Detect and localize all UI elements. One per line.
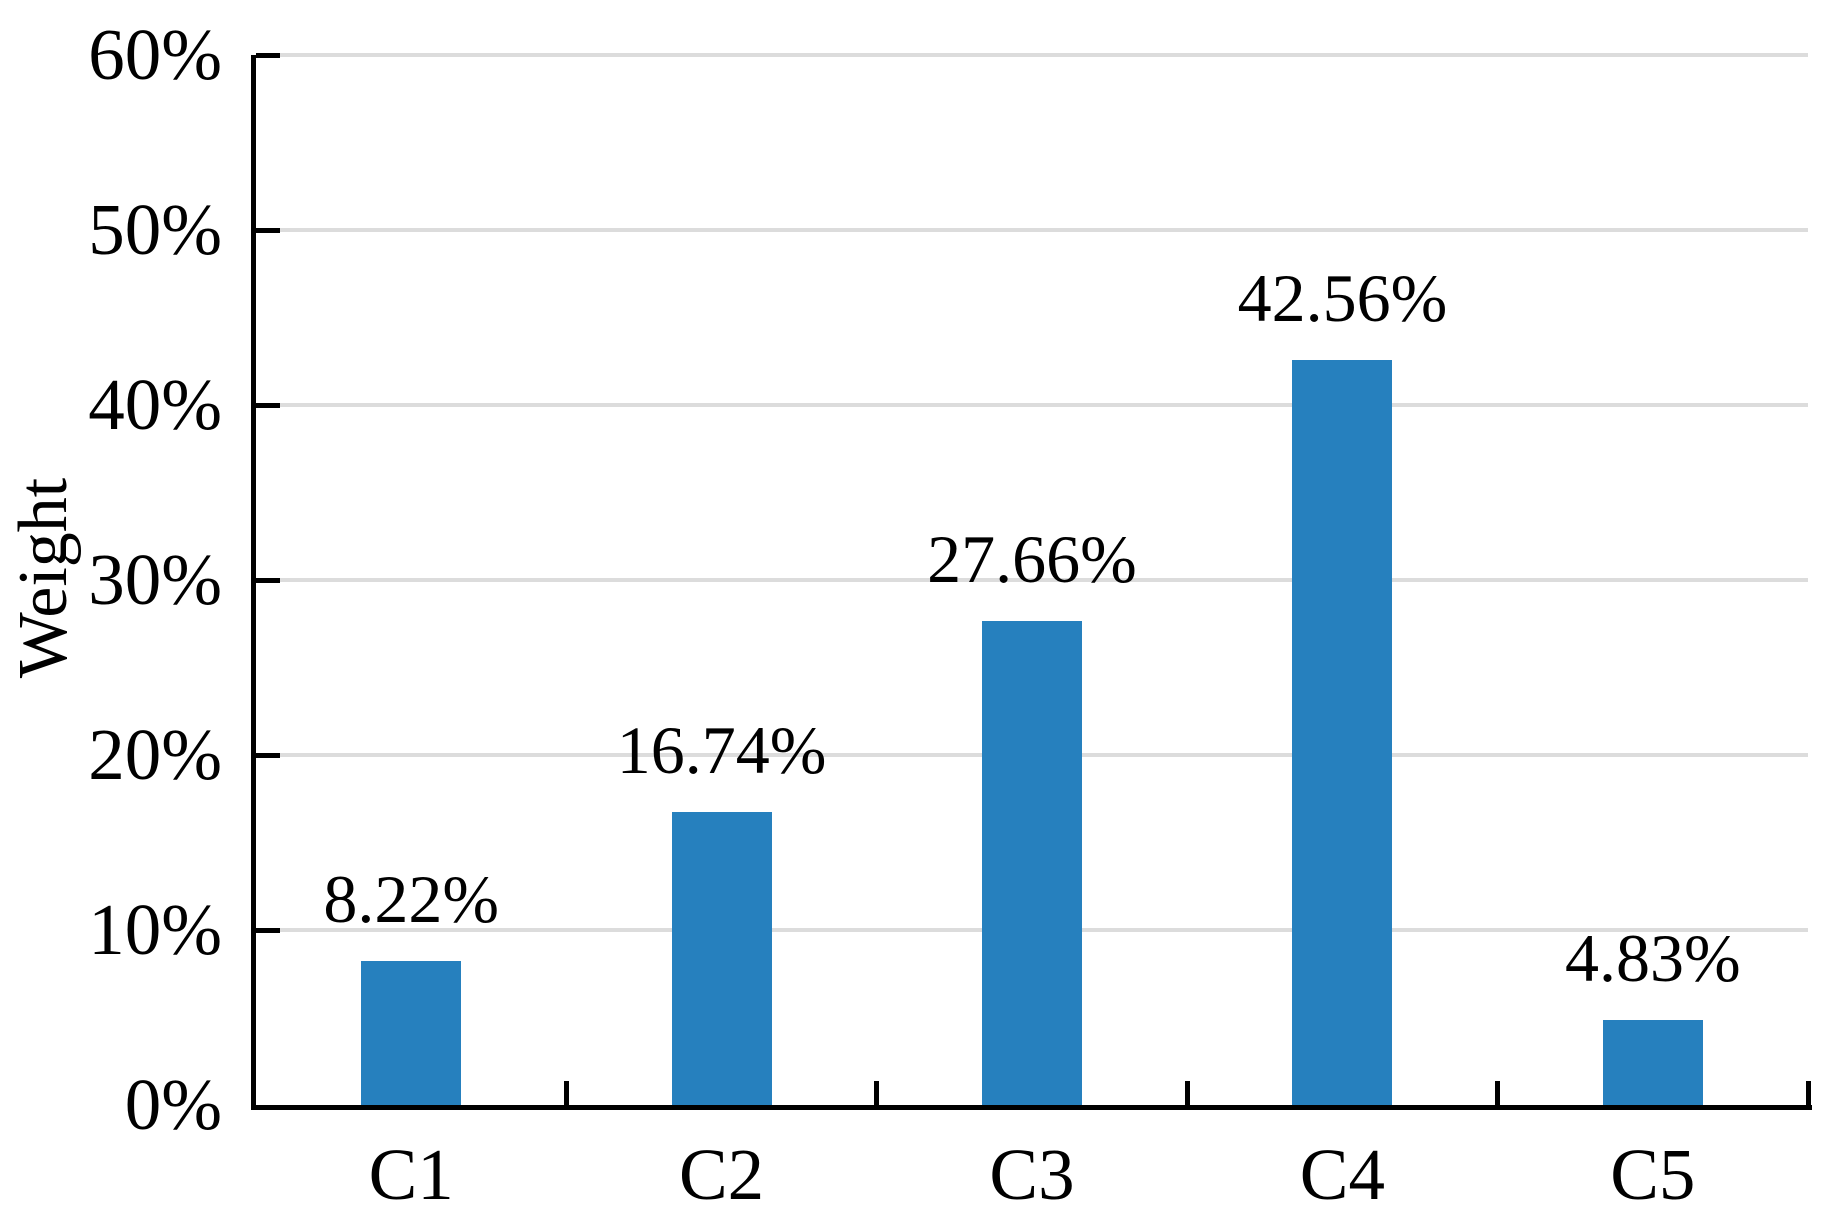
y-tick-mark: [256, 577, 280, 583]
y-tick-label: 50%: [88, 189, 222, 270]
x-tick-mark: [563, 1081, 569, 1105]
bar: [1602, 1020, 1703, 1105]
x-tick-mark: [874, 1081, 880, 1105]
x-axis-line: [251, 1105, 1812, 1110]
y-grid-line: [256, 403, 1808, 407]
y-tick-mark: [256, 927, 280, 933]
y-tick-label: 20%: [88, 714, 222, 795]
y-tick-mark: [256, 52, 280, 58]
x-category-label: C3: [989, 1134, 1075, 1215]
x-tick-mark: [1495, 1081, 1501, 1105]
y-tick-mark: [256, 752, 280, 758]
y-grid-line: [256, 228, 1808, 232]
x-category-label: C2: [678, 1134, 765, 1215]
bar-value-label: 42.56%: [1237, 260, 1448, 337]
y-tick-label: 40%: [88, 364, 222, 445]
y-axis-line: [251, 55, 256, 1110]
bar: [982, 620, 1082, 1105]
x-category-label: C4: [1299, 1134, 1385, 1215]
y-tick-mark: [256, 402, 280, 408]
bar-value-label: 16.74%: [616, 712, 827, 789]
bar-value-label: 4.83%: [1564, 920, 1741, 997]
y-tick-mark: [256, 227, 280, 233]
bar: [671, 812, 772, 1105]
bar-value-label: 27.66%: [927, 520, 1137, 597]
x-category-label: C1: [368, 1134, 454, 1215]
bar: [361, 961, 462, 1105]
y-grid-line: [256, 53, 1808, 57]
x-tick-mark: [1184, 1081, 1190, 1105]
y-tick-label: 60%: [88, 14, 222, 95]
y-grid-line: [256, 578, 1808, 582]
x-category-label: C5: [1610, 1134, 1696, 1215]
y-tick-label: 0%: [124, 1064, 222, 1145]
y-tick-label: 10%: [88, 889, 222, 970]
y-tick-label: 30%: [88, 539, 222, 620]
bar: [1292, 360, 1393, 1105]
bar-value-label: 8.22%: [323, 861, 500, 938]
x-tick-mark: [1805, 1081, 1811, 1105]
